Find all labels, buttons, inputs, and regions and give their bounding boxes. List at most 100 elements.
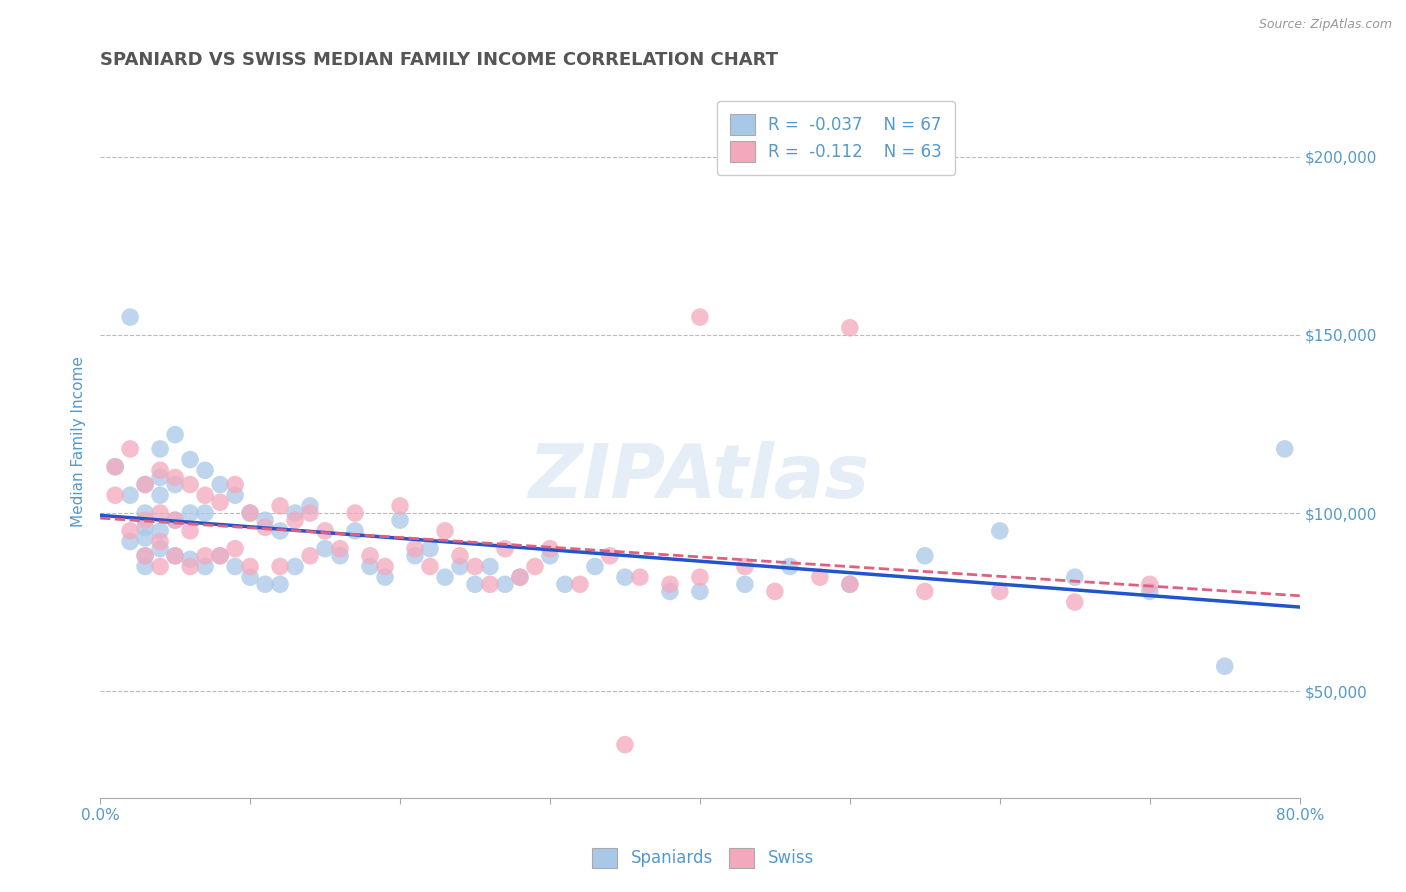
Point [120, 488, 142, 502]
Point [165, 513, 187, 527]
Point [568, 577, 591, 591]
Point [269, 559, 291, 574]
Point [269, 499, 291, 513]
Point [329, 541, 352, 556]
Point [838, 577, 860, 591]
Point [254, 577, 277, 591]
Point [734, 559, 756, 574]
Point [449, 549, 471, 563]
Point [149, 559, 172, 574]
Point [1063, 570, 1085, 584]
Point [179, 524, 201, 538]
Point [599, 549, 621, 563]
Point [269, 577, 291, 591]
Y-axis label: Median Family Income: Median Family Income [72, 356, 86, 527]
Point [209, 549, 232, 563]
Point [239, 506, 262, 520]
Point [1063, 595, 1085, 609]
Point [284, 559, 307, 574]
Point [194, 549, 217, 563]
Point [165, 549, 187, 563]
Point [344, 506, 367, 520]
Point [464, 577, 486, 591]
Point [165, 549, 187, 563]
Point [779, 559, 801, 574]
Point [509, 570, 531, 584]
Point [134, 549, 156, 563]
Point [239, 506, 262, 520]
Point [194, 488, 217, 502]
Point [165, 477, 187, 491]
Point [149, 524, 172, 538]
Point [134, 506, 156, 520]
Point [374, 559, 396, 574]
Text: ZIPAtlas: ZIPAtlas [529, 441, 870, 514]
Point [314, 541, 336, 556]
Point [269, 524, 291, 538]
Point [494, 541, 516, 556]
Point [389, 499, 412, 513]
Point [658, 577, 681, 591]
Point [404, 549, 426, 563]
Point [179, 552, 201, 566]
Point [494, 577, 516, 591]
Point [389, 513, 412, 527]
Point [434, 570, 457, 584]
Point [689, 310, 711, 324]
Point [224, 488, 246, 502]
Point [209, 477, 232, 491]
Point [689, 570, 711, 584]
Legend: R =  -0.037    N = 67, R =  -0.112    N = 63: R = -0.037 N = 67, R = -0.112 N = 63 [717, 101, 956, 175]
Point [165, 427, 187, 442]
Point [554, 577, 576, 591]
Point [209, 549, 232, 563]
Point [120, 310, 142, 324]
Point [134, 549, 156, 563]
Point [299, 499, 322, 513]
Text: SPANIARD VS SWISS MEDIAN FAMILY INCOME CORRELATION CHART: SPANIARD VS SWISS MEDIAN FAMILY INCOME C… [100, 51, 778, 69]
Point [149, 470, 172, 484]
Point [194, 506, 217, 520]
Point [1274, 442, 1296, 456]
Point [120, 524, 142, 538]
Point [224, 559, 246, 574]
Point [538, 549, 561, 563]
Point [583, 559, 606, 574]
Point [120, 534, 142, 549]
Point [419, 541, 441, 556]
Point [149, 506, 172, 520]
Point [374, 570, 396, 584]
Point [1213, 659, 1236, 673]
Point [314, 524, 336, 538]
Point [224, 541, 246, 556]
Point [120, 442, 142, 456]
Point [104, 459, 127, 474]
Point [254, 520, 277, 534]
Point [224, 477, 246, 491]
Point [359, 559, 381, 574]
Point [359, 549, 381, 563]
Point [478, 577, 501, 591]
Point [689, 584, 711, 599]
Point [179, 506, 201, 520]
Point [134, 477, 156, 491]
Point [734, 577, 756, 591]
Point [449, 559, 471, 574]
Point [104, 459, 127, 474]
Point [134, 559, 156, 574]
Point [179, 559, 201, 574]
Point [149, 488, 172, 502]
Point [1139, 577, 1161, 591]
Point [523, 559, 546, 574]
Point [149, 541, 172, 556]
Point [478, 559, 501, 574]
Point [165, 513, 187, 527]
Point [404, 541, 426, 556]
Point [194, 463, 217, 477]
Point [538, 541, 561, 556]
Point [284, 513, 307, 527]
Point [149, 534, 172, 549]
Point [165, 470, 187, 484]
Point [134, 520, 156, 534]
Point [194, 559, 217, 574]
